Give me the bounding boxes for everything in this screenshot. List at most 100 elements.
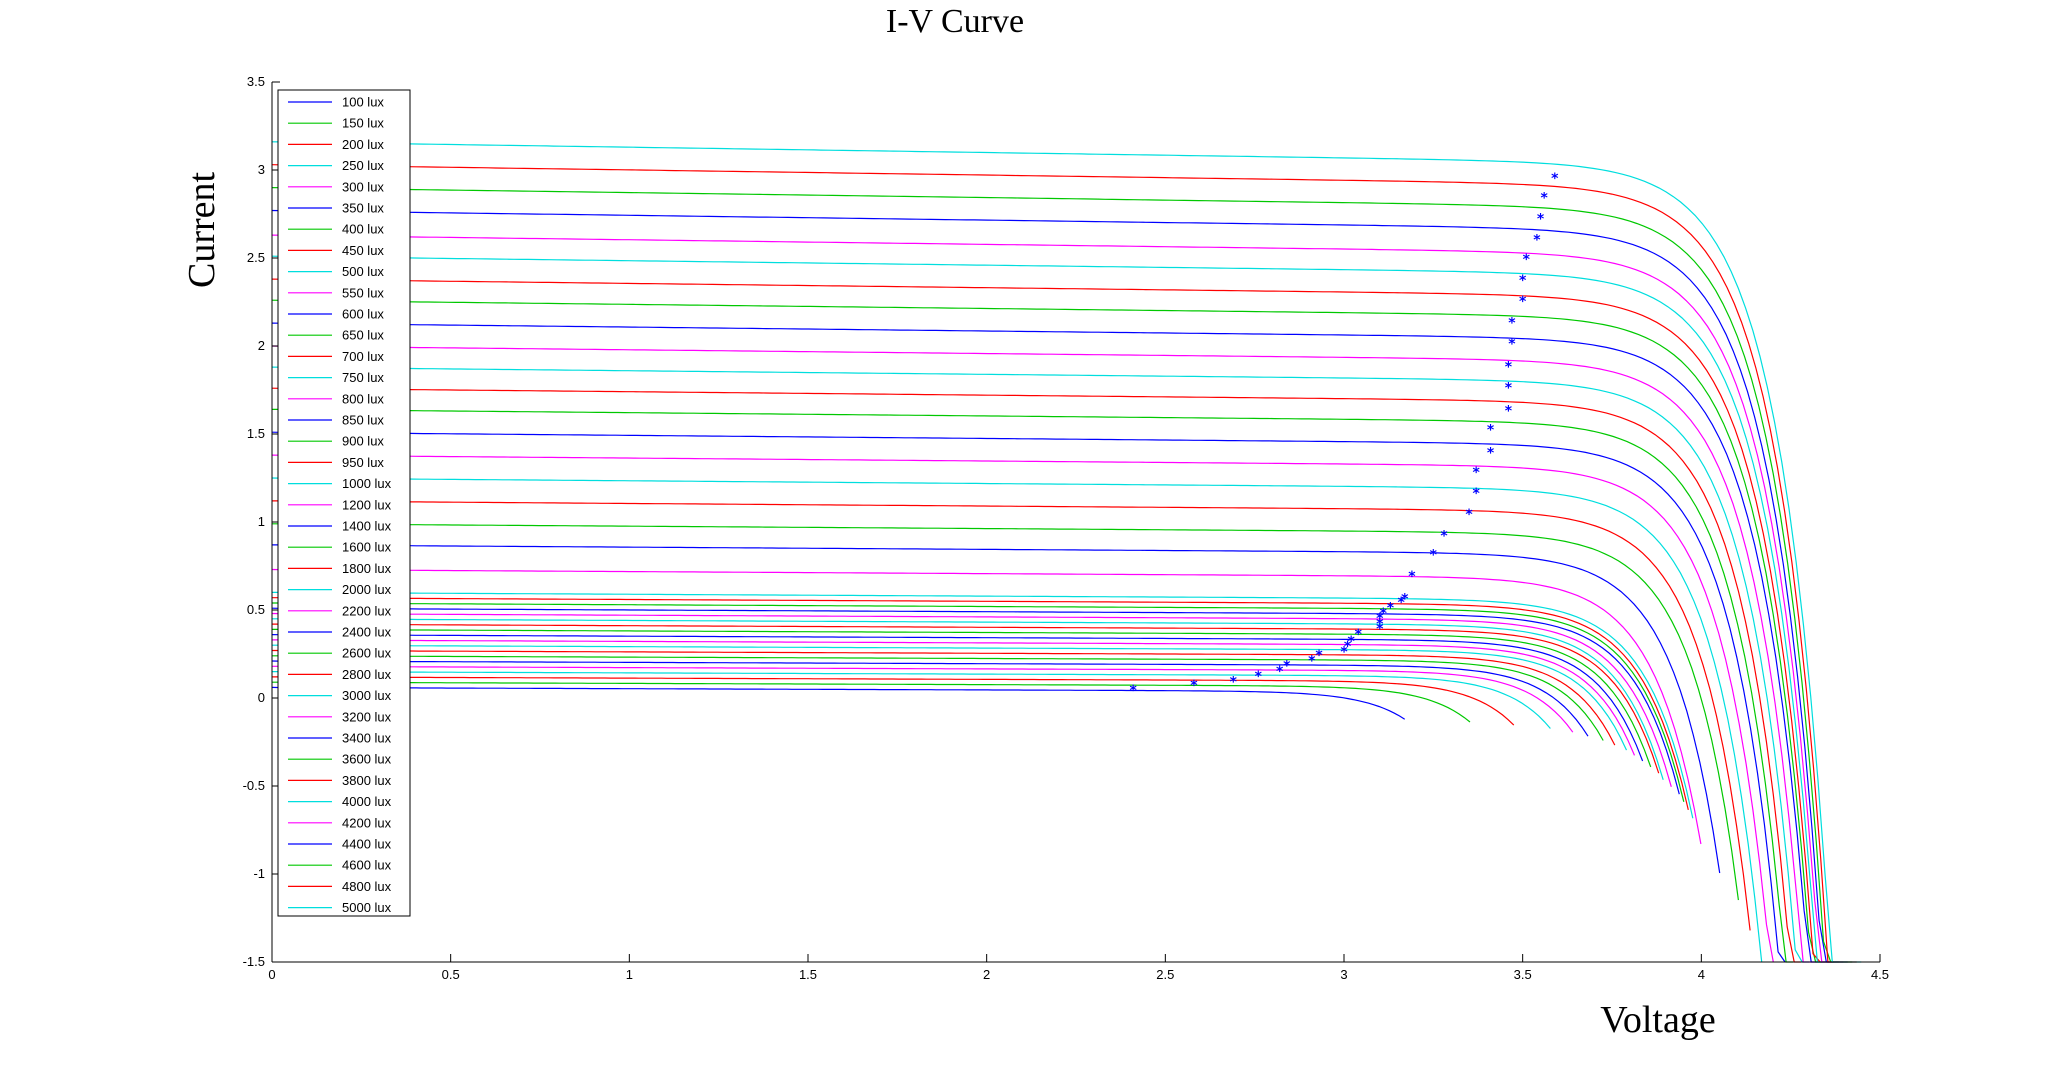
- legend-entry-label: 3000 lux: [342, 688, 392, 703]
- legend-entry-label: 2800 lux: [342, 667, 392, 682]
- iv-curve-series: [272, 602, 1685, 802]
- legend-entry-label: 700 lux: [342, 349, 384, 364]
- iv-curve-series: [272, 681, 1471, 723]
- max-power-point-marker: *: [1465, 507, 1473, 523]
- y-tick-label: -1.5: [243, 954, 265, 969]
- iv-curve-series: [271, 209, 1848, 963]
- iv-curve-series: [272, 639, 1636, 756]
- legend-items: 100 lux 150 lux 200 lux 250 lux 300 lux 350 l…: [288, 95, 392, 915]
- iv-curve-series: [271, 164, 1857, 963]
- max-power-point-marker: *: [1344, 639, 1352, 655]
- x-tick-label: 4.5: [1871, 967, 1889, 982]
- y-tick-label: 2: [258, 338, 265, 353]
- legend-entry-label: 2400 lux: [342, 625, 392, 640]
- legend-entry-label: 250 lux: [342, 158, 384, 173]
- iv-curve-series: [272, 655, 1604, 741]
- max-power-point-marker: *: [1340, 644, 1348, 660]
- max-power-point-marker: *: [1130, 683, 1138, 699]
- max-power-point-marker: *: [1540, 190, 1548, 206]
- legend-entry-label: 1800 lux: [342, 561, 392, 576]
- max-power-point-marker: *: [1376, 622, 1384, 638]
- iv-curve-series: [272, 544, 1721, 874]
- legend-entry-label: 4600 lux: [342, 858, 392, 873]
- max-power-point-marker: *: [1487, 423, 1495, 439]
- y-tick-label: 3: [258, 162, 265, 177]
- y-tick-label: 2.5: [247, 250, 265, 265]
- max-power-point-marker: *: [1533, 233, 1541, 249]
- iv-curve-series: [271, 607, 1680, 795]
- max-power-point-marker: *: [1523, 252, 1531, 268]
- x-tick-label: 2: [983, 967, 990, 982]
- legend-entry-label: 1400 lux: [342, 519, 392, 534]
- max-power-point-marker: *: [1355, 627, 1363, 643]
- iv-curve-series: [271, 141, 1862, 963]
- max-power-point-marker: *: [1519, 273, 1527, 289]
- iv-curve-series: [271, 278, 1835, 963]
- max-power-point-marker: *: [1508, 336, 1516, 352]
- legend-entry-label: 3400 lux: [342, 731, 392, 746]
- max-power-point-marker: *: [1505, 359, 1513, 375]
- max-power-point-marker: *: [1473, 465, 1481, 481]
- max-power-point-marker: *: [1376, 616, 1384, 632]
- max-power-point-marker: *: [1347, 634, 1355, 650]
- iv-curve-series: [272, 623, 1660, 774]
- iv-curve-series: [272, 591, 1694, 819]
- iv-curve-series: [272, 523, 1739, 901]
- iv-curve-series: [272, 676, 1515, 726]
- max-power-point-marker: *: [1401, 592, 1409, 608]
- iv-curve-series: [271, 234, 1844, 963]
- legend-entry-label: 350 lux: [342, 201, 384, 216]
- x-tick-label: 0: [268, 967, 275, 982]
- mpp-markers-layer: * * * * * * * * *** * **** * **********************: [1130, 171, 1560, 699]
- legend-entry-label: 5000 lux: [342, 900, 392, 915]
- legend-entry-label: 200 lux: [342, 137, 384, 152]
- legend-box: [277, 89, 411, 917]
- legend-entry-label: 1000 lux: [342, 476, 392, 491]
- legend-entry-label: 500 lux: [342, 264, 384, 279]
- legend: 100 lux 150 lux 200 lux 250 lux 300 lux 350 l…: [277, 89, 411, 917]
- x-tick-label: 0.5: [442, 967, 460, 982]
- legend-entry-label: 750 lux: [342, 370, 384, 385]
- max-power-point-marker: *: [1376, 611, 1384, 627]
- y-axis-label: Current: [181, 172, 223, 289]
- iv-curve-series: [271, 366, 1810, 963]
- iv-curve-series: [271, 299, 1830, 963]
- x-tick-label: 1.5: [799, 967, 817, 982]
- max-power-point-marker: *: [1505, 380, 1513, 396]
- iv-curve-series: [271, 345, 1818, 963]
- max-power-point-marker: *: [1398, 595, 1406, 611]
- iv-curve-series: [271, 322, 1826, 963]
- y-tick-label: 0.5: [247, 602, 265, 617]
- iv-curve-series: [272, 665, 1574, 733]
- legend-entry-label: 850 lux: [342, 413, 384, 428]
- legend-entry-label: 3600 lux: [342, 752, 392, 767]
- legend-entry-label: 3200 lux: [342, 709, 392, 724]
- max-power-point-marker: *: [1430, 548, 1438, 564]
- iv-curve-series: [272, 628, 1652, 768]
- iv-curve-series: [271, 612, 1672, 787]
- iv-curve-series: [272, 618, 1664, 780]
- legend-entry-label: 450 lux: [342, 243, 384, 258]
- x-tick-label: 2.5: [1156, 967, 1174, 982]
- iv-curve-series: [271, 634, 1644, 762]
- legend-entry-label: 3800 lux: [342, 773, 392, 788]
- max-power-point-marker: *: [1315, 648, 1323, 664]
- legend-entry-label: 1600 lux: [342, 540, 392, 555]
- legend-entry-label: 800 lux: [342, 391, 384, 406]
- x-tick-label: 4: [1698, 967, 1705, 982]
- iv-curve-series: [272, 644, 1628, 751]
- max-power-point-marker: *: [1487, 446, 1495, 462]
- iv-curve-series: [272, 597, 1689, 811]
- iv-curve-series: [272, 408, 1793, 963]
- legend-entry-label: 300 lux: [342, 179, 384, 194]
- legend-entry-label: 4800 lux: [342, 879, 392, 894]
- y-tick-label: 0: [258, 690, 265, 705]
- iv-curve-series: [271, 255, 1839, 963]
- legend-entry-label: 400 lux: [342, 222, 384, 237]
- y-tick-label: 1.5: [247, 426, 265, 441]
- max-power-point-marker: *: [1537, 212, 1545, 228]
- max-power-point-marker: *: [1283, 659, 1291, 675]
- iv-curve-series: [272, 649, 1616, 746]
- max-power-point-marker: *: [1387, 600, 1395, 616]
